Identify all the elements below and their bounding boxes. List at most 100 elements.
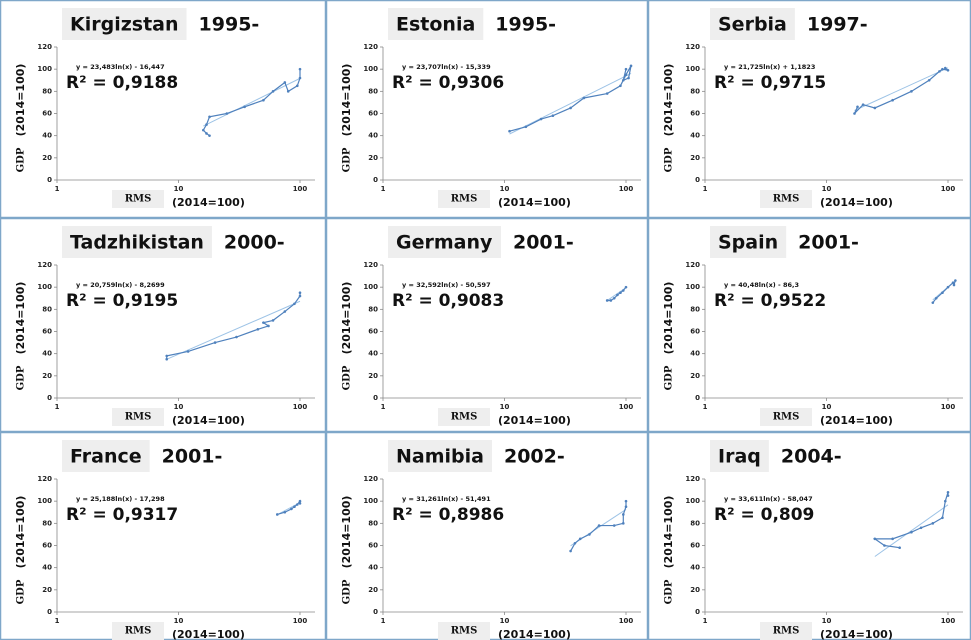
chart-title: Iraq — [718, 446, 761, 468]
y-tick-label: 20 — [368, 586, 378, 594]
trend-equation: y = 21,725ln(x) + 1,1823 — [724, 63, 815, 71]
data-point — [624, 73, 628, 77]
y-tick-label: 0 — [373, 394, 378, 402]
y-tick-label: 0 — [373, 176, 378, 184]
x-axis-unit: (2014=100) — [498, 628, 571, 640]
x-tick-label: 1 — [703, 617, 708, 625]
data-point — [213, 341, 217, 344]
y-tick-label: 60 — [368, 542, 378, 550]
panel-border — [325, 217, 649, 433]
data-point — [873, 106, 877, 110]
y-tick-label: 20 — [42, 372, 52, 380]
data-point — [298, 294, 302, 298]
data-point — [609, 299, 613, 302]
chart-title: Kirgizstan — [70, 14, 179, 36]
y-tick-label: 120 — [37, 43, 52, 51]
data-point — [298, 499, 302, 503]
title-box — [710, 8, 795, 40]
x-axis-label: RMS — [773, 412, 800, 423]
x-tick-label: 10 — [500, 617, 510, 625]
y-axis-unit: (2014=100) — [662, 282, 675, 355]
data-point — [539, 117, 543, 121]
x-tick-label: 1 — [55, 403, 60, 411]
y-tick-label: 120 — [363, 261, 378, 269]
data-point — [629, 64, 633, 68]
y-tick-label: 60 — [690, 328, 700, 336]
y-tick-label: 20 — [42, 586, 52, 594]
chart-subtitle: 2004- — [781, 446, 842, 468]
data-point — [271, 90, 275, 93]
data-point — [952, 283, 956, 287]
data-point — [873, 537, 877, 541]
x-tick-label: 10 — [174, 617, 184, 625]
data-point — [186, 350, 190, 353]
y-tick-label: 80 — [690, 519, 700, 527]
y-axis-label: GDP — [664, 365, 675, 390]
data-point — [524, 125, 528, 129]
data-point — [624, 505, 628, 509]
x-axis-label: RMS — [125, 412, 152, 423]
data-point — [954, 279, 957, 282]
data-point — [910, 530, 913, 534]
y-axis-label: GDP — [342, 365, 353, 390]
data-point — [597, 524, 601, 527]
chart-title: Germany — [396, 232, 493, 254]
data-point — [262, 321, 265, 324]
y-tick-label: 120 — [363, 43, 378, 51]
y-tick-label: 20 — [42, 154, 52, 162]
data-point — [582, 96, 586, 100]
y-tick-label: 60 — [42, 542, 52, 550]
y-tick-label: 20 — [368, 372, 378, 380]
x-tick-label: 100 — [941, 617, 956, 625]
data-point — [910, 90, 913, 93]
y-tick-label: 100 — [37, 497, 52, 505]
x-tick-label: 10 — [174, 403, 184, 411]
r-squared: R² = 0,809 — [714, 505, 814, 525]
data-point — [941, 291, 944, 295]
data-point — [946, 68, 950, 72]
data-point — [202, 128, 205, 132]
y-tick-label: 80 — [690, 87, 700, 95]
data-point — [243, 105, 246, 109]
data-point — [853, 112, 856, 115]
y-axis-label: GDP — [16, 579, 27, 604]
x-label-box — [438, 408, 490, 426]
x-tick-label: 10 — [822, 403, 832, 411]
data-point — [624, 285, 628, 289]
y-tick-label: 40 — [690, 350, 700, 358]
chart-subtitle: 1995- — [495, 14, 556, 36]
chart-subtitle: 2000- — [224, 232, 285, 254]
chart-subtitle: 1997- — [807, 14, 868, 36]
data-point — [621, 513, 625, 516]
data-point — [624, 67, 628, 71]
data-line — [853, 67, 949, 114]
trend-equation: y = 32,592ln(x) - 50,597 — [402, 281, 491, 289]
data-point — [943, 66, 947, 70]
chart-title: Estonia — [396, 14, 475, 36]
data-point — [208, 115, 211, 119]
data-point — [883, 544, 886, 547]
y-tick-label: 60 — [368, 110, 378, 118]
chart-title: France — [70, 446, 142, 468]
title-box — [62, 8, 187, 40]
x-label-box — [760, 622, 812, 640]
data-point — [943, 499, 947, 503]
x-tick-label: 100 — [293, 617, 308, 625]
x-tick-label: 100 — [619, 617, 634, 625]
data-point — [931, 522, 935, 525]
chart-title: Serbia — [718, 14, 787, 36]
data-point — [295, 503, 299, 506]
trendline — [203, 77, 301, 127]
y-tick-label: 80 — [368, 519, 378, 527]
data-point — [898, 546, 901, 550]
y-tick-label: 0 — [695, 608, 700, 616]
y-tick-label: 0 — [47, 608, 52, 616]
x-label-box — [112, 622, 164, 640]
y-tick-label: 40 — [690, 132, 700, 140]
y-tick-label: 100 — [685, 65, 700, 73]
y-tick-label: 60 — [690, 110, 700, 118]
trendline — [509, 73, 632, 135]
chart-title: Spain — [718, 232, 778, 254]
